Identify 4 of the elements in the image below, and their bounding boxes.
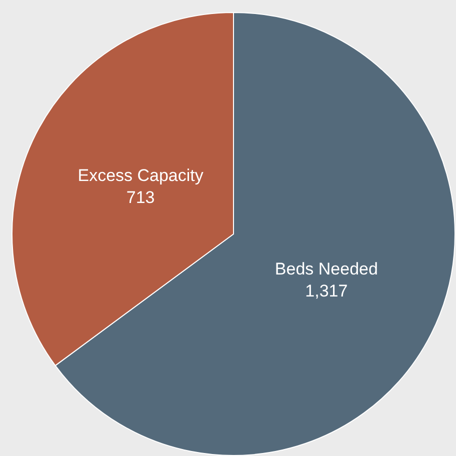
data-label: 1,317 bbox=[305, 282, 348, 301]
slice-label: Beds Needed bbox=[274, 260, 378, 279]
slice-label: Excess Capacity bbox=[78, 166, 204, 185]
data-label: 713 bbox=[126, 188, 155, 207]
